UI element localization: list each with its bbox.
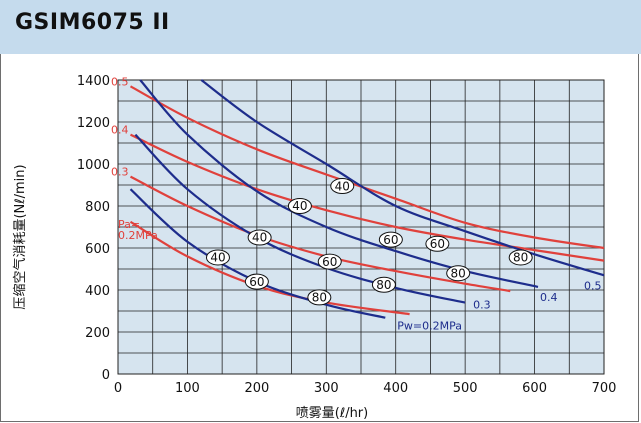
y-tick-label: 0 [102,368,110,383]
annotation-bubble [425,235,450,252]
annotation-label: 60 [383,233,398,247]
annotation-label: 80 [376,278,391,292]
x-tick-label: 100 [175,381,200,396]
y-tick-label: 1200 [77,116,110,131]
series-label: Pw=0.2MPa [397,320,462,333]
annotation-bubble [247,229,272,246]
annotation-bubble [330,178,355,195]
annotation-bubble [446,265,471,282]
page-title: GSIM6075 II [15,10,170,35]
x-axis-label: 喷雾量(ℓ/hr) [296,406,368,421]
annotation-bubble [307,289,332,306]
y-tick-label: 600 [85,242,110,257]
annotation-bubble [508,249,533,266]
annotation-bubble [205,249,230,266]
series-label: 0.3 [111,166,129,179]
annotation-label: 60 [430,237,445,251]
x-tick-label: 500 [453,381,478,396]
series-label: 0.4 [111,124,129,137]
annotation-label: 40 [335,179,350,193]
series-labels-group: 0.5 0.4 0.3 Pa= 0.2MPa Pw=0.2MPa 0.3 0.4 0.5 [111,75,602,332]
annotation-bubble [371,276,396,293]
annotation-label: 40 [210,251,225,265]
annotations-group: 40 60 80 40 60 80 40 60 80 40 60 80 [205,178,533,306]
annotation-label: 40 [252,231,267,245]
y-tick-label: 1000 [77,158,110,173]
series-label: 0.3 [473,299,491,312]
x-tick-label: 400 [383,381,408,396]
annotation-label: 80 [312,291,327,305]
y-tick-label: 400 [85,284,110,299]
y-tick-label: 800 [85,200,110,215]
series-label: Pa= 0.2MPa [118,218,158,242]
blue-series-line [134,133,466,304]
series-label: 0.5 [584,279,602,292]
blue-series-line [200,79,605,277]
header-bar: GSIM6075 II [0,0,641,54]
y-tick-label: 1400 [77,74,110,89]
x-tick-label: 700 [592,381,617,396]
y-tick-label: 200 [85,326,110,341]
annotation-label: 40 [292,199,307,213]
annotation-label: 60 [322,255,337,269]
series-label: 0.5 [111,75,129,88]
tick-labels: 0 100 200 300 400 500 600 700 0 200 400 600 800 1000 1… [77,74,617,396]
red-series-line [130,133,605,262]
chart-frame [0,54,639,422]
series-label: 0.4 [540,291,558,304]
annotation-label: 60 [249,275,264,289]
annotation-bubble [287,198,312,214]
annotation-bubble [378,231,403,248]
x-tick-label: 600 [522,381,547,396]
x-tick-label: 300 [314,381,339,396]
annotation-label: 80 [451,266,466,280]
y-axis-label: 压缩空气消耗量(Nℓ/min) [12,164,28,309]
annotation-label: 80 [513,251,528,265]
annotation-bubble [244,273,269,290]
annotation-bubble [317,253,342,270]
x-tick-label: 0 [114,381,122,396]
x-tick-label: 200 [244,381,269,396]
